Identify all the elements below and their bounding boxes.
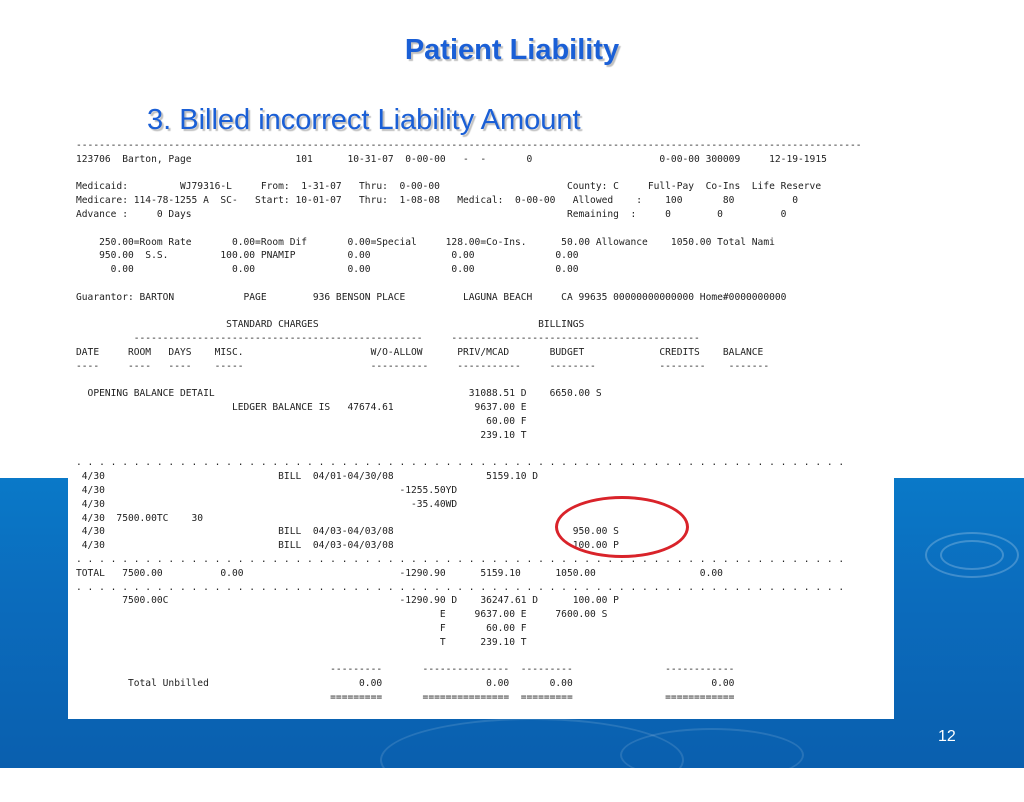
water-ripple xyxy=(620,728,804,782)
billing-report: ----------------------------------------… xyxy=(68,139,894,719)
report-text: ----------------------------------------… xyxy=(76,140,862,703)
page-number: 12 xyxy=(938,728,956,745)
slide-subtitle: 3. Billed incorrect Liability Amount xyxy=(147,104,581,136)
slide-title: Patient Liability xyxy=(404,34,620,66)
highlight-circle xyxy=(555,496,689,558)
water-ripple xyxy=(925,532,1019,578)
